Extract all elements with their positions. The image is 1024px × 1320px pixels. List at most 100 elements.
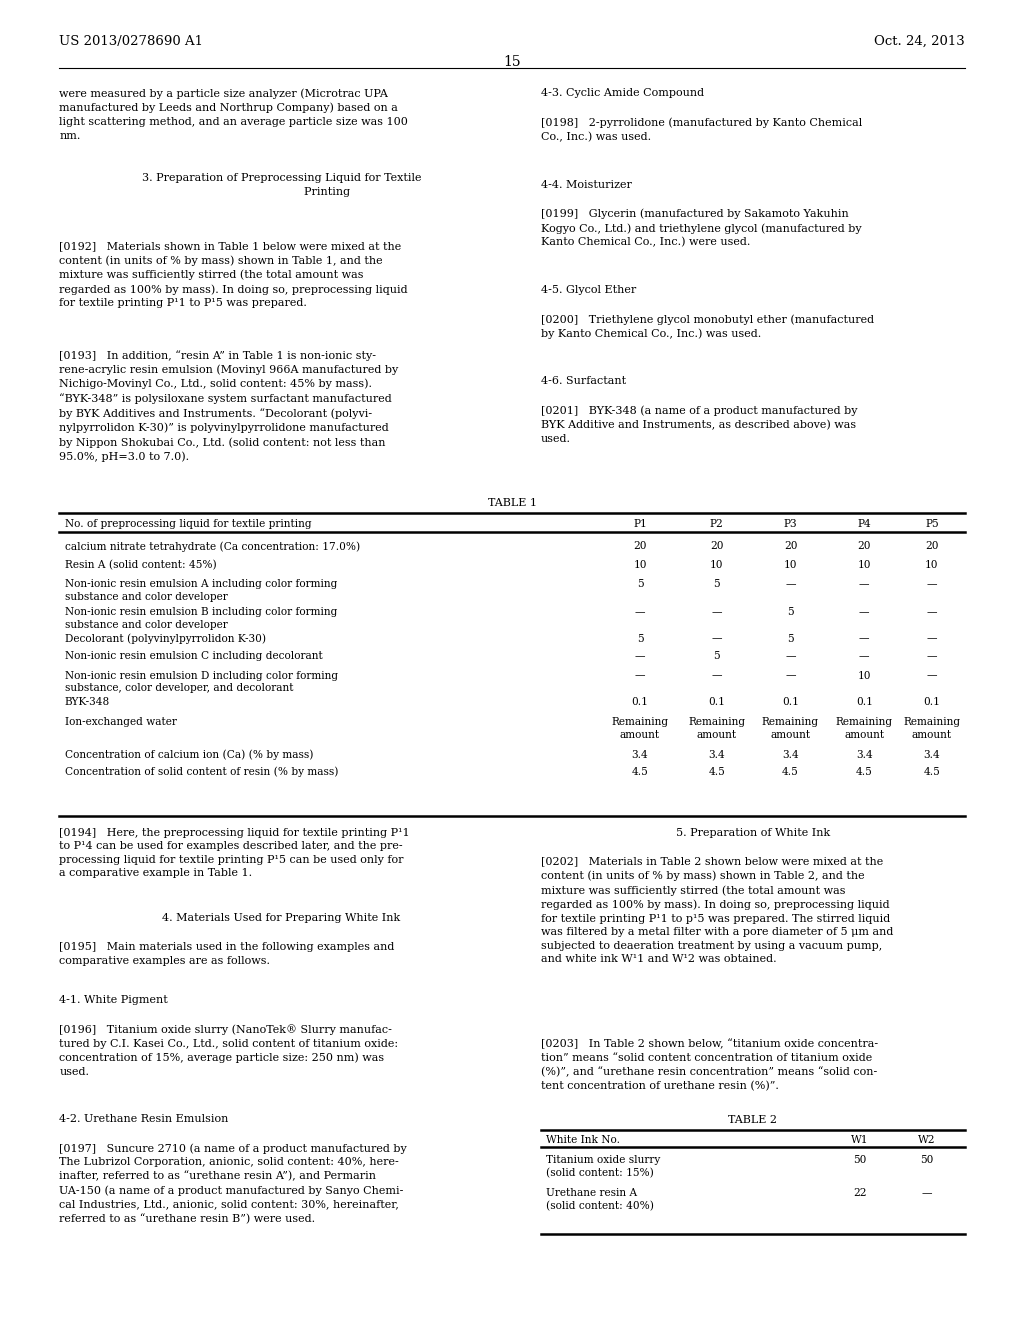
Text: [0193]   In addition, “resin A” in Table 1 is non-ionic sty-
rene-acrylic resin : [0193] In addition, “resin A” in Table 1… (59, 350, 398, 462)
Text: 4. Materials Used for Preparing White Ink: 4. Materials Used for Preparing White In… (163, 913, 400, 924)
Text: calcium nitrate tetrahydrate (Ca concentration: 17.0%): calcium nitrate tetrahydrate (Ca concent… (65, 541, 359, 552)
Text: 4-5. Glycol Ether: 4-5. Glycol Ether (541, 285, 636, 296)
Text: —: — (927, 671, 937, 681)
Text: US 2013/0278690 A1: US 2013/0278690 A1 (59, 34, 204, 48)
Text: [0195]   Main materials used in the following examples and
comparative examples : [0195] Main materials used in the follow… (59, 942, 395, 966)
Text: Remaining
amount: Remaining amount (688, 717, 745, 739)
Text: P2: P2 (710, 519, 724, 529)
Text: —: — (785, 671, 796, 681)
Text: Remaining
amount: Remaining amount (903, 717, 961, 739)
Text: 5: 5 (637, 579, 643, 590)
Text: 5: 5 (714, 651, 720, 661)
Text: TABLE 2: TABLE 2 (728, 1115, 777, 1126)
Text: Titanium oxide slurry
(solid content: 15%): Titanium oxide slurry (solid content: 15… (546, 1155, 660, 1179)
Text: 10: 10 (783, 560, 798, 570)
Text: —: — (785, 651, 796, 661)
Text: 10: 10 (633, 560, 647, 570)
Text: —: — (712, 634, 722, 644)
Text: 4.5: 4.5 (856, 767, 872, 777)
Text: 4.5: 4.5 (782, 767, 799, 777)
Text: —: — (859, 634, 869, 644)
Text: 50: 50 (920, 1155, 934, 1166)
Text: Non-ionic resin emulsion B including color forming
substance and color developer: Non-ionic resin emulsion B including col… (65, 607, 337, 630)
Text: —: — (859, 579, 869, 590)
Text: [0201]   BYK-348 (a name of a product manufactured by
BYK Additive and Instrumen: [0201] BYK-348 (a name of a product manu… (541, 405, 857, 444)
Text: No. of preprocessing liquid for textile printing: No. of preprocessing liquid for textile … (65, 519, 311, 529)
Text: 3.4: 3.4 (782, 750, 799, 760)
Text: 20: 20 (857, 541, 871, 552)
Text: [0192]   Materials shown in Table 1 below were mixed at the
content (in units of: [0192] Materials shown in Table 1 below … (59, 242, 408, 309)
Text: TABLE 1: TABLE 1 (487, 498, 537, 508)
Text: P4: P4 (857, 519, 871, 529)
Text: 10: 10 (710, 560, 724, 570)
Text: 3.4: 3.4 (856, 750, 872, 760)
Text: 20: 20 (633, 541, 647, 552)
Text: 5: 5 (637, 634, 643, 644)
Text: 4.5: 4.5 (924, 767, 940, 777)
Text: BYK-348: BYK-348 (65, 697, 110, 708)
Text: White Ink No.: White Ink No. (546, 1135, 620, 1146)
Text: 4-3. Cyclic Amide Compound: 4-3. Cyclic Amide Compound (541, 88, 703, 99)
Text: 0.1: 0.1 (856, 697, 872, 708)
Text: 20: 20 (925, 541, 939, 552)
Text: [0198]   2-pyrrolidone (manufactured by Kanto Chemical
Co., Inc.) was used.: [0198] 2-pyrrolidone (manufactured by Ka… (541, 117, 862, 143)
Text: 50: 50 (853, 1155, 867, 1166)
Text: —: — (635, 671, 645, 681)
Text: —: — (927, 607, 937, 618)
Text: 5: 5 (787, 634, 794, 644)
Text: 5. Preparation of White Ink: 5. Preparation of White Ink (676, 828, 829, 838)
Text: 0.1: 0.1 (782, 697, 799, 708)
Text: Oct. 24, 2013: Oct. 24, 2013 (873, 34, 965, 48)
Text: P3: P3 (783, 519, 798, 529)
Text: 4-6. Surfactant: 4-6. Surfactant (541, 376, 626, 387)
Text: [0196]   Titanium oxide slurry (NanoTek® Slurry manufac-
tured by C.I. Kasei Co.: [0196] Titanium oxide slurry (NanoTek® S… (59, 1024, 398, 1077)
Text: Non-ionic resin emulsion D including color forming
substance, color developer, a: Non-ionic resin emulsion D including col… (65, 671, 338, 693)
Text: —: — (927, 651, 937, 661)
Text: —: — (922, 1188, 932, 1199)
Text: —: — (712, 607, 722, 618)
Text: [0202]   Materials in Table 2 shown below were mixed at the
content (in units of: [0202] Materials in Table 2 shown below … (541, 857, 893, 965)
Text: 0.1: 0.1 (709, 697, 725, 708)
Text: —: — (635, 607, 645, 618)
Text: P5: P5 (925, 519, 939, 529)
Text: Concentration of solid content of resin (% by mass): Concentration of solid content of resin … (65, 767, 338, 777)
Text: [0197]   Suncure 2710 (a name of a product manufactured by
The Lubrizol Corporat: [0197] Suncure 2710 (a name of a product… (59, 1143, 408, 1224)
Text: Non-ionic resin emulsion A including color forming
substance and color developer: Non-ionic resin emulsion A including col… (65, 579, 337, 602)
Text: —: — (859, 651, 869, 661)
Text: —: — (712, 671, 722, 681)
Text: 15: 15 (503, 55, 521, 70)
Text: were measured by a particle size analyzer (Microtrac UPA
manufactured by Leeds a: were measured by a particle size analyze… (59, 88, 409, 141)
Text: W2: W2 (918, 1135, 936, 1146)
Text: 0.1: 0.1 (924, 697, 940, 708)
Text: 4-1. White Pigment: 4-1. White Pigment (59, 995, 168, 1006)
Text: —: — (927, 634, 937, 644)
Text: 0.1: 0.1 (632, 697, 648, 708)
Text: 4-4. Moisturizer: 4-4. Moisturizer (541, 180, 632, 190)
Text: Resin A (solid content: 45%): Resin A (solid content: 45%) (65, 560, 216, 570)
Text: —: — (785, 579, 796, 590)
Text: 20: 20 (710, 541, 724, 552)
Text: Decolorant (polyvinylpyrrolidon K-30): Decolorant (polyvinylpyrrolidon K-30) (65, 634, 265, 644)
Text: —: — (859, 607, 869, 618)
Text: 3.4: 3.4 (709, 750, 725, 760)
Text: [0203]   In Table 2 shown below, “titanium oxide concentra-
tion” means “solid c: [0203] In Table 2 shown below, “titanium… (541, 1039, 878, 1092)
Text: 3. Preparation of Preprocessing Liquid for Textile
                          Pri: 3. Preparation of Preprocessing Liquid f… (142, 173, 421, 197)
Text: 3.4: 3.4 (632, 750, 648, 760)
Text: P1: P1 (633, 519, 647, 529)
Text: 4-2. Urethane Resin Emulsion: 4-2. Urethane Resin Emulsion (59, 1114, 228, 1125)
Text: 5: 5 (787, 607, 794, 618)
Text: 4.5: 4.5 (709, 767, 725, 777)
Text: Concentration of calcium ion (Ca) (% by mass): Concentration of calcium ion (Ca) (% by … (65, 750, 313, 760)
Text: Remaining
amount: Remaining amount (836, 717, 893, 739)
Text: [0194]   Here, the preprocessing liquid for textile printing P¹1
to P¹4 can be u: [0194] Here, the preprocessing liquid fo… (59, 828, 410, 878)
Text: Ion-exchanged water: Ion-exchanged water (65, 717, 176, 727)
Text: —: — (927, 579, 937, 590)
Text: Non-ionic resin emulsion C including decolorant: Non-ionic resin emulsion C including dec… (65, 651, 323, 661)
Text: 3.4: 3.4 (924, 750, 940, 760)
Text: Remaining
amount: Remaining amount (611, 717, 669, 739)
Text: [0200]   Triethylene glycol monobutyl ether (manufactured
by Kanto Chemical Co.,: [0200] Triethylene glycol monobutyl ethe… (541, 314, 873, 339)
Text: Urethane resin A
(solid content: 40%): Urethane resin A (solid content: 40%) (546, 1188, 653, 1212)
Text: [0199]   Glycerin (manufactured by Sakamoto Yakuhin
Kogyo Co., Ltd.) and triethy: [0199] Glycerin (manufactured by Sakamot… (541, 209, 861, 248)
Text: —: — (635, 651, 645, 661)
Text: 4.5: 4.5 (632, 767, 648, 777)
